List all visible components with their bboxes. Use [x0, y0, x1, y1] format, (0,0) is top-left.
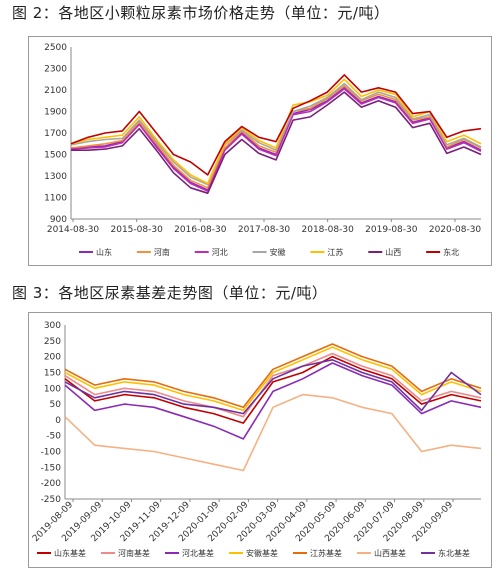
legend-label: 山东基差 — [54, 548, 86, 558]
y-tick-label: 200 — [44, 353, 61, 363]
x-tick-label: 2014-08-30 — [47, 225, 100, 235]
legend-label: 山东 — [96, 247, 112, 257]
y-tick-label: 100 — [44, 384, 61, 394]
y-tick-label: -50 — [46, 432, 61, 442]
y-tick-label: 1500 — [44, 151, 67, 161]
x-tick-label: 2020-08-30 — [429, 225, 482, 235]
y-tick-label: -250 — [41, 495, 62, 505]
series-line — [64, 358, 482, 415]
y-tick-label: 1700 — [44, 129, 67, 139]
series-line — [70, 82, 482, 186]
x-tick-label: 2018-08-30 — [302, 225, 355, 235]
series-line — [70, 78, 482, 185]
legend-label: 江苏 — [327, 247, 343, 257]
legend-label: 河南基差 — [118, 548, 150, 558]
legend-label: 东北 — [443, 247, 459, 257]
series-line — [70, 86, 482, 191]
legend-label: 安徽基差 — [246, 548, 278, 558]
y-tick-label: 150 — [44, 368, 61, 378]
y-tick-label: 1300 — [44, 172, 67, 182]
legend-label: 东北基差 — [438, 548, 470, 558]
legend-label: 河北 — [212, 247, 228, 257]
legend-label: 山西 — [385, 247, 401, 257]
y-tick-label: 1900 — [44, 108, 67, 118]
legend-label: 山西基差 — [374, 548, 406, 558]
series-line — [64, 346, 482, 412]
y-tick-label: -150 — [41, 463, 62, 473]
x-tick-label: 2019-08-30 — [365, 225, 418, 235]
x-tick-label: 2016-08-30 — [174, 225, 227, 235]
y-tick-label: 300 — [44, 321, 61, 331]
y-tick-label: 2300 — [44, 65, 67, 75]
basis-chart-svg: -250-200-150-100-50050100150200250300201… — [31, 321, 482, 558]
y-tick-label: 1100 — [44, 194, 67, 204]
legend-label: 河北基差 — [182, 548, 214, 558]
series-line — [70, 88, 482, 192]
y-tick-label: -200 — [41, 479, 62, 489]
basis-chart: -250 -200 -150 -100 -50 0 50 100 150 200 250 300 201… — [28, 312, 492, 568]
y-tick-label: 900 — [50, 215, 67, 225]
y-tick-label: 50 — [50, 400, 62, 410]
series-line — [64, 362, 482, 440]
y-tick-label: 0 — [55, 416, 61, 426]
price-chart-svg: 900 1100 1300 1500 1700 1900 2100 2300 2500 2014-… — [44, 43, 482, 257]
x-tick-label: 2015-08-30 — [111, 225, 164, 235]
series-line — [64, 355, 482, 424]
y-tick-label: 2100 — [44, 86, 67, 96]
figure-3-title: 图 3：各地区尿素基差走势图（单位：元/吨） — [12, 284, 328, 302]
series-line — [70, 74, 482, 176]
price-chart: 900 1100 1300 1500 1700 1900 2100 2300 2500 2014-… — [28, 36, 492, 266]
y-tick-label: 2500 — [44, 43, 67, 53]
figure-2-title: 图 2：各地区小颗粒尿素市场价格走势（单位：元/吨） — [12, 4, 390, 22]
series-line — [64, 393, 482, 472]
series-line — [70, 84, 482, 189]
y-tick-label: 250 — [44, 337, 61, 347]
y-tick-label: -100 — [41, 448, 62, 458]
series-line — [71, 91, 482, 194]
series-line — [64, 343, 482, 409]
legend-label: 河南 — [154, 247, 170, 257]
x-tick-label: 2017-08-30 — [238, 225, 291, 235]
legend-label: 安徽 — [270, 247, 286, 257]
series-line — [64, 352, 482, 418]
legend-label: 江苏基差 — [310, 548, 342, 558]
